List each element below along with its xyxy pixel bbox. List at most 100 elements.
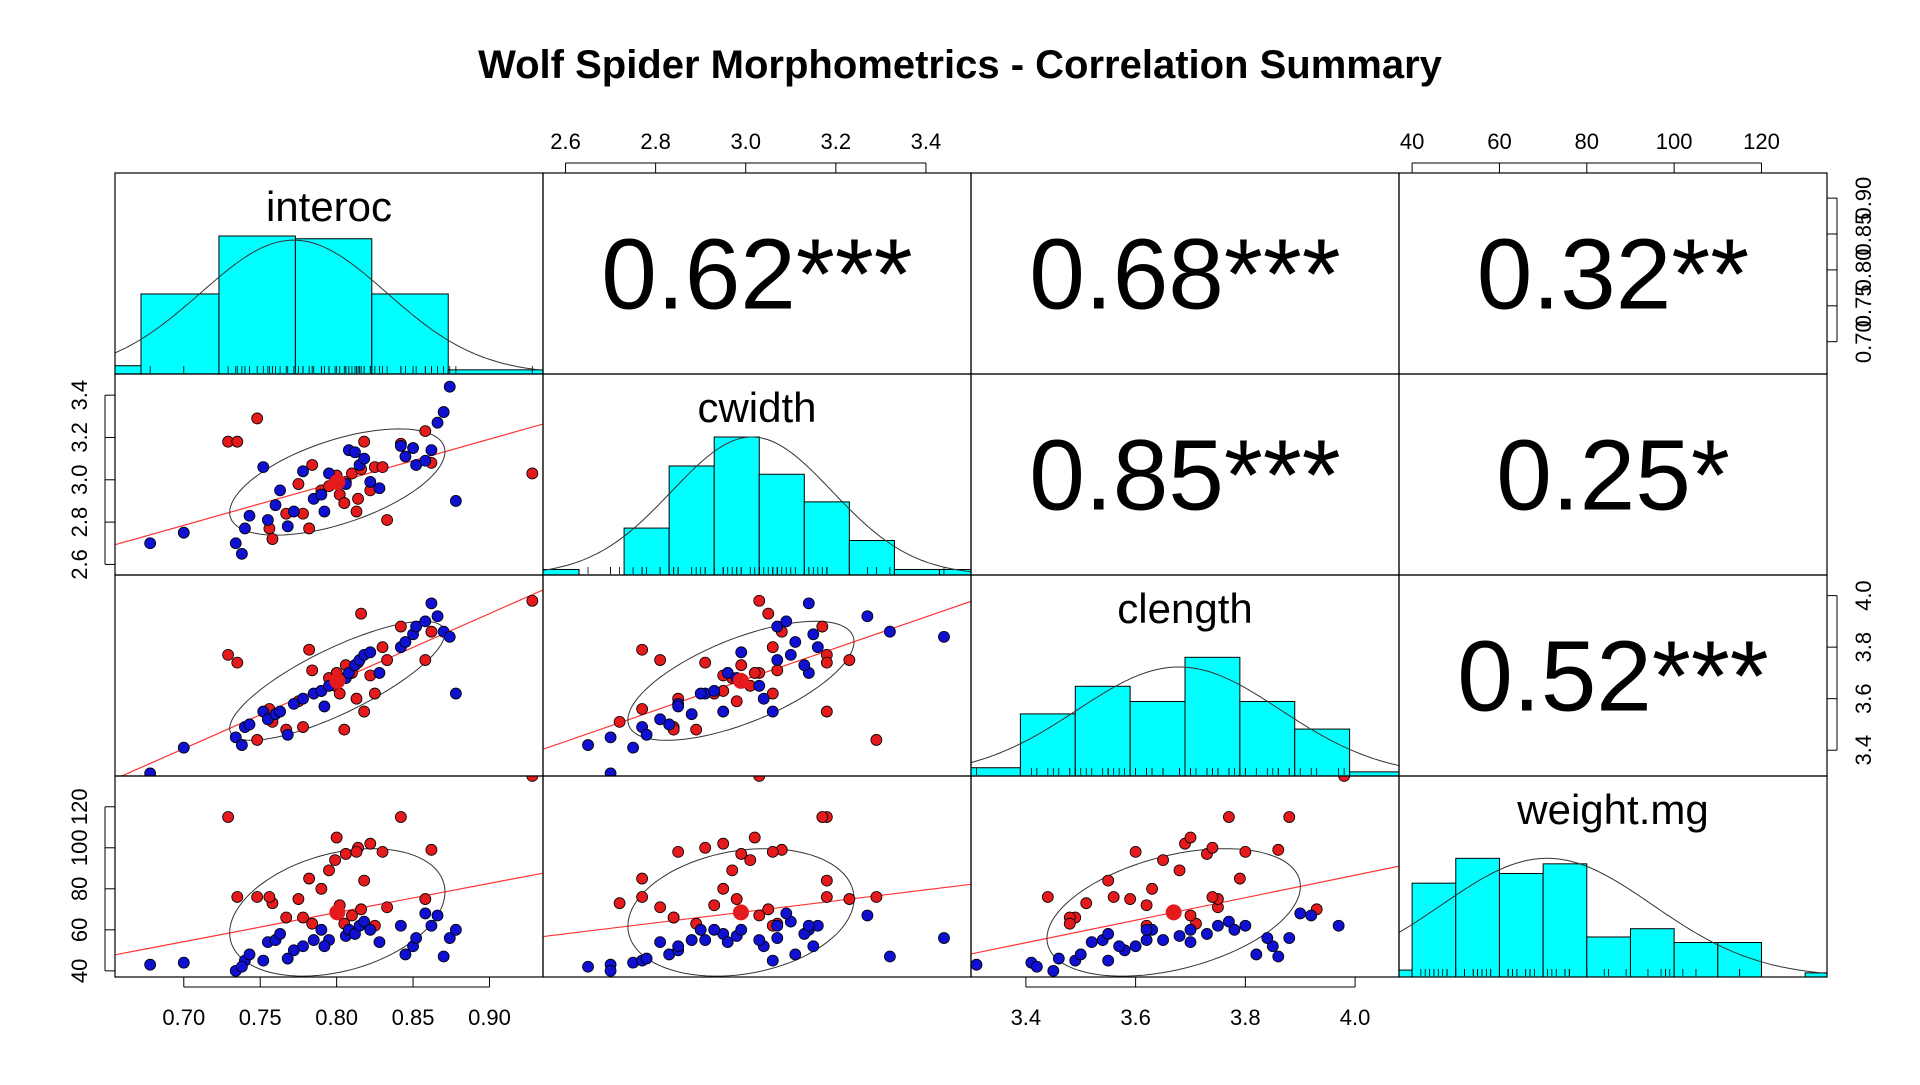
axis-cwidth: 2.6 2.8 3.0 3.2 3.4 2.6 2.8 3.0 3.2 3.4 [67,129,941,580]
data-point-blue [735,923,748,936]
data-point-red [338,497,351,509]
mean-point [329,672,346,689]
data-point-blue [627,741,640,754]
data-point-blue [938,932,950,944]
histogram-bar [803,501,850,575]
data-point-red [699,841,712,854]
data-point-red [394,620,407,633]
data-point-blue [449,687,462,700]
data-point-blue [1140,934,1153,946]
correlation-ellipse [229,620,446,741]
data-point-red [636,891,649,903]
y-tick-label: 3.8 [1851,632,1876,663]
correlation-value: 0.25* [1496,420,1730,532]
data-point-red [1157,854,1169,866]
data-point-blue [425,919,438,932]
data-point-blue [1074,948,1087,961]
data-point-blue [1102,954,1115,967]
histogram-bar [1184,656,1241,776]
panel-frame [970,775,1400,978]
histogram-bar [1629,928,1675,977]
data-point-blue [323,467,335,480]
correlation-value: 0.52*** [1457,621,1768,733]
data-point-blue [1305,909,1318,922]
y-tick-label: 80 [67,877,92,901]
y-tick-label: 0.75 [1851,284,1876,327]
variable-label: cwidth [697,384,816,431]
data-point-blue [235,960,248,973]
data-point-blue [780,907,793,920]
histogram-bar [758,473,805,575]
data-point-red [251,412,264,425]
data-point-blue [399,450,412,463]
data-point-blue [364,646,377,659]
histogram-bar [1399,969,1413,977]
data-point-red [744,854,757,866]
panel-interoc-interoc: interoc [114,172,544,375]
data-point-blue [582,739,594,751]
panel-content [971,656,1399,776]
density-curve [543,436,971,573]
data-point-blue [685,708,698,721]
mean-point [329,904,346,921]
y-tick-label: 0.70 [1851,320,1876,363]
x-tick-label: 60 [1487,129,1511,154]
data-point-red [820,874,833,887]
data-point-blue [753,679,766,692]
data-point-red [870,734,883,746]
data-point-blue [708,685,721,697]
data-point-red [280,911,293,924]
data-point-blue [243,509,256,522]
data-point-blue [789,636,802,648]
data-point-red [419,654,432,666]
data-point-blue [229,537,242,550]
correlation-ellipse [627,620,855,741]
data-point-red [394,811,407,823]
histogram-bar [115,365,142,374]
data-point-red [1080,897,1093,910]
data-point-red [526,776,539,782]
x-tick-label: 0.70 [162,1005,205,1030]
y-tick-label: 0.85 [1851,213,1876,256]
panel-content [115,235,543,374]
data-point-blue [1266,940,1279,953]
data-point-blue [419,615,432,628]
data-point-blue [443,932,456,944]
data-point-blue [243,718,256,731]
data-point-red [1140,899,1153,912]
histogram-bar [140,293,220,374]
chart-title: Wolf Spider Morphometrics - Correlation … [478,43,1443,87]
data-point-red [303,872,316,885]
data-point-red [1222,811,1235,823]
data-point-blue [274,484,286,497]
data-point-blue [884,950,896,963]
data-point-red [654,901,667,914]
panel-grid: interoc 0.62*** 0.68*** 0.32** cwidth 0.85***… [67,129,1876,1030]
panel-clength-cwidth [542,574,972,777]
panel-frame [542,775,972,978]
mean-point [1165,904,1182,921]
data-point-red [419,425,432,438]
data-point-blue [798,659,811,672]
panel-interoc-cwidth: 0.62*** [542,172,972,375]
regression-line [115,872,543,956]
data-point-blue [342,667,355,679]
data-point-red [350,505,363,518]
y-tick-label: 40 [67,959,92,983]
x-tick-label: 3.6 [1120,1005,1151,1030]
data-point-blue [297,692,309,705]
density-curve [971,666,1399,767]
x-tick-label: 3.4 [1011,1005,1042,1030]
data-point-blue [807,628,820,641]
data-point-red [1233,872,1246,885]
data-point-blue [1157,934,1169,946]
y-tick-label: 3.2 [67,422,92,453]
data-point-red [1173,864,1186,877]
y-tick-label: 120 [67,788,92,825]
data-point-blue [229,731,242,744]
data-point-red [766,845,779,858]
data-point-red [419,893,432,905]
data-point-red [636,872,649,885]
histogram-bar [543,568,580,575]
